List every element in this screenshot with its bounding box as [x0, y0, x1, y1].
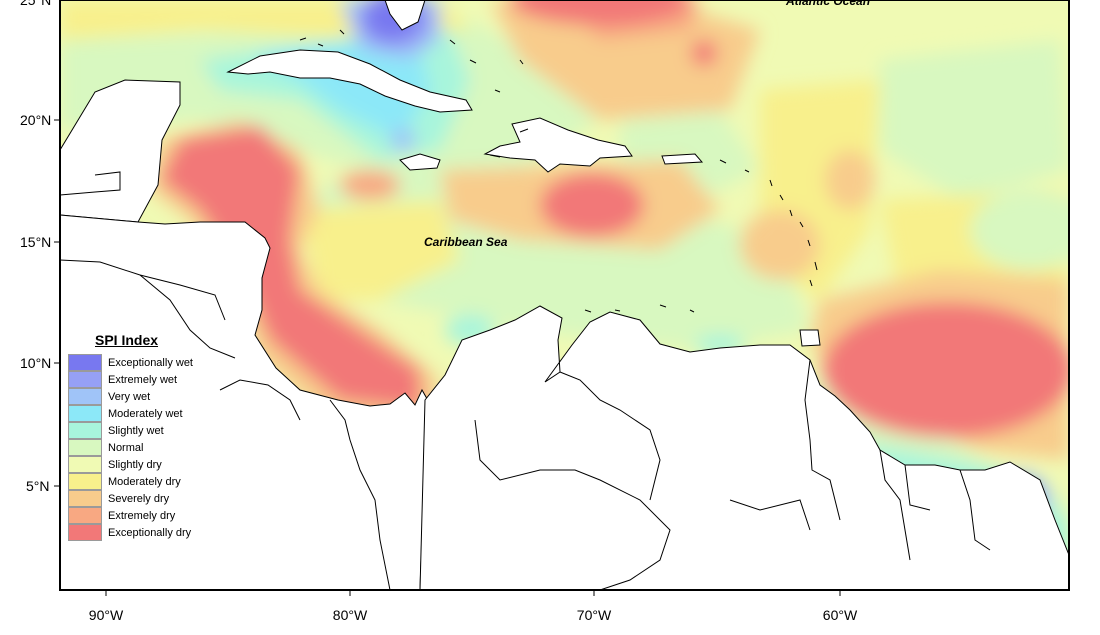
legend-swatch	[68, 388, 102, 405]
legend-item: Very wet	[68, 388, 218, 405]
jamaica-land	[399, 153, 441, 171]
lat-label-15n: 15°N	[20, 234, 52, 250]
ocean-label: Atlantic Ocean	[786, 0, 871, 8]
small-islands	[299, 29, 818, 313]
lat-label-20n: 20°N	[20, 112, 52, 128]
legend-swatch	[68, 405, 102, 422]
legend-label: Moderately dry	[108, 475, 181, 488]
legend-title: SPI Index	[95, 332, 159, 348]
legend-item: Slightly wet	[68, 422, 218, 439]
lon-label-90w: 90°W	[88, 607, 124, 623]
legend-label: Exceptionally dry	[108, 526, 192, 539]
lat-label-5n: 5°N	[26, 478, 50, 494]
sea-label: Caribbean Sea	[424, 235, 508, 249]
legend-item: Exceptionally wet	[68, 354, 218, 371]
legend-label: Extremely dry	[108, 509, 176, 522]
legend-item: Extremely wet	[68, 371, 218, 388]
legend-item: Exceptionally dry	[68, 524, 218, 541]
legend-item: Normal	[68, 439, 218, 456]
legend-label: Slightly dry	[108, 458, 162, 471]
legend-swatch	[68, 371, 102, 388]
lat-label-10n: 10°N	[20, 355, 52, 371]
legend-swatch	[68, 507, 102, 524]
legend-swatch	[68, 473, 102, 490]
legend-label: Moderately wet	[108, 407, 183, 420]
map-frame	[59, 0, 1070, 591]
trinidad-land	[799, 329, 821, 347]
legend-label: Normal	[108, 441, 144, 454]
florida-land	[384, 0, 426, 31]
legend-label: Slightly wet	[108, 424, 164, 437]
legend-label: Very wet	[108, 390, 151, 403]
legend-label: Exceptionally wet	[108, 356, 193, 369]
spi-field	[60, 0, 1069, 580]
legend-swatch	[68, 524, 102, 541]
south-america-land	[419, 305, 1069, 590]
legend-swatch	[68, 422, 102, 439]
spi-legend: SPI Index Exceptionally wet Extremely wet…	[68, 332, 218, 541]
legend-item: Moderately dry	[68, 473, 218, 490]
legend-item: Extremely dry	[68, 507, 218, 524]
legend-swatch	[68, 490, 102, 507]
legend-label: Severely dry	[108, 492, 170, 505]
legend-item: Severely dry	[68, 490, 218, 507]
cuba-land	[226, 49, 473, 113]
land-masses	[60, 0, 1069, 590]
lon-label-60w: 60°W	[822, 607, 858, 623]
legend-rows: Exceptionally wet Extremely wet Very wet Mo…	[68, 354, 218, 541]
legend-item: Moderately wet	[68, 405, 218, 422]
axis-ticks	[54, 119, 841, 596]
legend-swatch	[68, 354, 102, 371]
legend-label: Extremely wet	[108, 373, 178, 386]
legend-swatch	[68, 439, 102, 456]
lon-label-70w: 70°W	[576, 607, 612, 623]
country-borders	[60, 171, 991, 590]
puerto-rico-land	[661, 153, 704, 165]
legend-item: Slightly dry	[68, 456, 218, 473]
legend-swatch	[68, 456, 102, 473]
lon-label-80w: 80°W	[332, 607, 368, 623]
lat-label-25n: 25°N	[20, 0, 52, 8]
